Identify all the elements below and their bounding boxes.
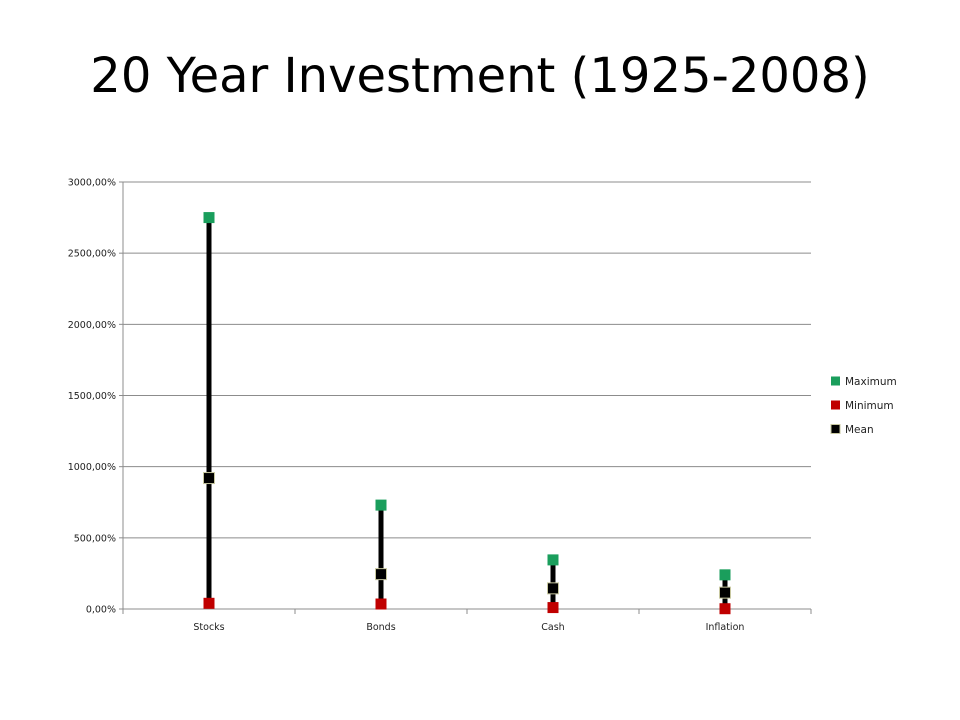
mean-marker-inflation — [719, 586, 731, 599]
gridlines — [123, 181, 811, 539]
y-tick-label: 1500,00% — [68, 391, 116, 402]
y-tick-label: 2500,00% — [68, 249, 116, 260]
x-tick-label: Stocks — [193, 622, 224, 633]
mean-marker-stocks — [203, 472, 215, 485]
mean-marker-cash — [547, 582, 559, 595]
minimum-marker-inflation — [719, 603, 731, 615]
maximum-marker-bonds — [375, 499, 387, 511]
legend-label-minimum: Minimum — [845, 400, 894, 412]
x-tick-label: Inflation — [706, 622, 745, 633]
legend-swatch-mean — [830, 424, 841, 434]
mean-marker-bonds — [375, 568, 387, 581]
legend-swatch-minimum — [831, 400, 840, 410]
y-tick-label: 500,00% — [74, 533, 116, 544]
maximum-marker-cash — [547, 554, 559, 566]
y-tick-label: 3000,00% — [68, 178, 116, 189]
minimum-marker-bonds — [375, 598, 387, 610]
x-tick-label: Bonds — [366, 622, 395, 633]
maximum-marker-inflation — [719, 569, 731, 581]
slide-title: 20 Year Investment (1925-2008) — [90, 48, 870, 104]
legend-swatch-maximum — [831, 376, 840, 386]
legend-label-maximum: Maximum — [845, 376, 897, 388]
y-tick-label: 1000,00% — [68, 462, 116, 473]
data-markers — [203, 212, 731, 615]
minimum-marker-cash — [547, 602, 559, 614]
y-tick-label: 0,00% — [86, 605, 116, 616]
maximum-marker-stocks — [203, 212, 215, 224]
axes — [119, 181, 812, 614]
y-tick-labels: 0,00% 500,00% 1000,00% 1500,00% 2000,00% 2500… — [68, 178, 116, 616]
x-tick-label: Cash — [541, 622, 564, 633]
x-tick-labels: Stocks Bonds Cash Inflation — [193, 622, 744, 633]
y-tick-label: 2000,00% — [68, 320, 116, 331]
legend-label-mean: Mean — [845, 424, 874, 436]
minimum-marker-stocks — [203, 597, 215, 609]
range-lines — [206, 217, 728, 609]
legend: Maximum Minimum Mean — [830, 376, 897, 436]
